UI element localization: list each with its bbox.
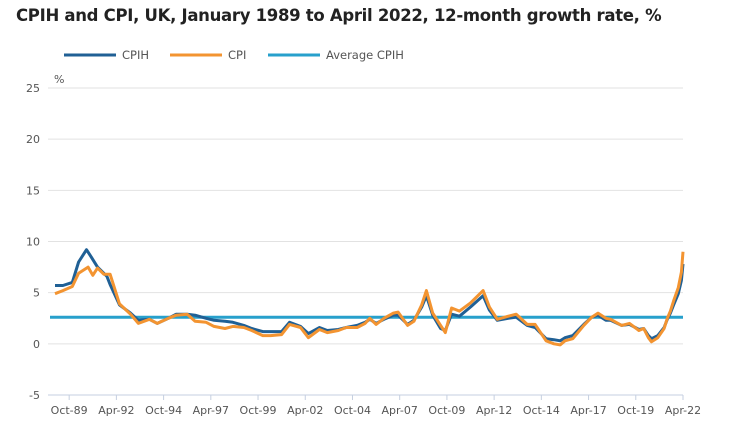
series-cpih: [55, 248, 685, 343]
y-axis: 25 20 15 10 5 0 -5: [26, 82, 40, 402]
y-tick-label: 20: [26, 133, 40, 146]
x-tick-label: Oct-99: [240, 404, 277, 417]
legend-label: CPIH: [122, 48, 149, 62]
x-axis: Oct-89 Apr-92 Oct-94 Apr-97 Oct-99 Apr-02 Oct-…: [51, 395, 701, 417]
x-tick-label: Apr-07: [382, 404, 418, 417]
series-cpi: [54, 251, 685, 347]
y-tick-label: -5: [29, 389, 40, 402]
x-tick-label: Oct-94: [145, 404, 182, 417]
x-tick-label: Oct-04: [334, 404, 371, 417]
series-lines: [50, 248, 685, 347]
y-axis-label: %: [54, 73, 64, 86]
y-tick-label: 5: [33, 287, 40, 300]
legend-item-average-cpih[interactable]: Average CPIH: [268, 48, 404, 62]
x-tick-label: Oct-89: [51, 404, 88, 417]
legend-item-cpi[interactable]: CPI: [170, 48, 246, 62]
y-tick-label: 10: [26, 236, 40, 249]
x-tick-label: Apr-97: [193, 404, 229, 417]
x-tick-label: Apr-02: [287, 404, 323, 417]
legend-item-cpih[interactable]: CPIH: [64, 48, 149, 62]
x-tick-label: Apr-92: [98, 404, 134, 417]
x-tick-label: Oct-09: [428, 404, 465, 417]
gridlines: [48, 87, 683, 396]
legend-label: CPI: [228, 48, 246, 62]
y-tick-label: 25: [26, 82, 40, 95]
legend-label: Average CPIH: [326, 48, 404, 62]
x-tick-label: Apr-22: [665, 404, 701, 417]
legend: CPIH CPI Average CPIH: [64, 48, 404, 62]
x-tick-label: Oct-14: [523, 404, 560, 417]
y-tick-label: 0: [33, 338, 40, 351]
y-tick-label: 15: [26, 184, 40, 197]
x-tick-label: Apr-12: [476, 404, 512, 417]
chart-title: CPIH and CPI, UK, January 1989 to April …: [16, 6, 662, 25]
x-tick-label: Oct-19: [617, 404, 654, 417]
x-tick-label: Apr-17: [570, 404, 606, 417]
